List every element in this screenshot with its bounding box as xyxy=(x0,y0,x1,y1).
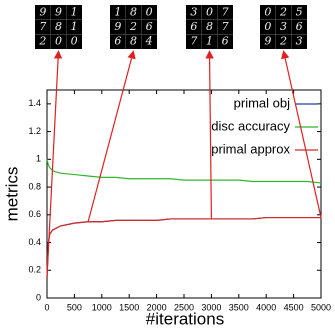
digit: 0 xyxy=(55,35,62,48)
digit: 6 xyxy=(296,20,303,33)
x-tick-label: 1000 xyxy=(92,302,112,312)
digit: 9 xyxy=(114,20,121,33)
digit: 1 xyxy=(114,5,121,18)
digit: 6 xyxy=(146,20,153,33)
digit: 9 xyxy=(55,5,62,18)
digit: 9 xyxy=(39,5,46,18)
digit: 6 xyxy=(190,20,197,33)
digit: 7 xyxy=(190,35,197,48)
digit: 8 xyxy=(130,5,137,18)
y-tick-label: 0.2 xyxy=(28,265,41,275)
arrow xyxy=(210,51,212,219)
digit: 3 xyxy=(190,5,197,18)
arrow xyxy=(88,51,133,222)
y-tick-label: 1 xyxy=(36,154,41,164)
x-tick-label: 500 xyxy=(67,302,82,312)
legend-label: disc accuracy xyxy=(211,118,290,133)
digit: 4 xyxy=(145,35,153,48)
digit: 2 xyxy=(279,35,287,48)
y-tick-label: 1.4 xyxy=(28,98,41,108)
x-tick-label: 2500 xyxy=(174,302,194,312)
digit: 7 xyxy=(39,20,46,33)
x-tick-label: 3000 xyxy=(201,302,221,312)
digit: 0 xyxy=(264,5,271,18)
x-tick-label: 5000 xyxy=(311,302,331,312)
x-tick-label: 3500 xyxy=(229,302,249,312)
y-tick-label: 1.2 xyxy=(28,126,41,136)
digit: 2 xyxy=(129,20,137,33)
arrow xyxy=(284,51,322,218)
digit: 3 xyxy=(280,20,287,33)
series-line xyxy=(47,218,321,278)
legend-label: primal obj xyxy=(234,95,290,110)
digit: 5 xyxy=(296,5,303,18)
series-line xyxy=(47,159,321,183)
digit: 0 xyxy=(146,5,153,18)
digit: 0 xyxy=(264,20,271,33)
x-tick-label: 4500 xyxy=(284,302,304,312)
digit: 1 xyxy=(71,5,78,18)
digit: 3 xyxy=(296,35,303,48)
y-tick-label: 0.6 xyxy=(28,209,41,219)
digit: 1 xyxy=(206,35,213,48)
y-tick-label: 0 xyxy=(36,292,41,302)
digit: 8 xyxy=(130,35,137,48)
digit: 6 xyxy=(114,35,121,48)
x-tick-label: 4000 xyxy=(256,302,276,312)
digit: 9 xyxy=(264,35,271,48)
series-line xyxy=(47,218,321,278)
digit: 8 xyxy=(55,20,62,33)
digit: 2 xyxy=(279,5,287,18)
y-tick-label: 0.8 xyxy=(28,181,41,191)
digit: 2 xyxy=(38,35,46,48)
y-axis-label: metrics xyxy=(2,167,21,222)
digit: 0 xyxy=(206,5,213,18)
y-tick-label: 0.4 xyxy=(28,237,41,247)
x-tick-label: 2000 xyxy=(147,302,167,312)
legend-label: primal approx xyxy=(211,141,290,156)
digit: 6 xyxy=(222,35,229,48)
digit: 7 xyxy=(222,20,229,33)
chart: #iterations metrics 00.20.40.60.811.21.4… xyxy=(0,0,335,330)
digit: 1 xyxy=(71,20,78,33)
digit: 0 xyxy=(71,35,78,48)
digit: 7 xyxy=(222,5,229,18)
x-tick-label: 1500 xyxy=(119,302,139,312)
digit: 8 xyxy=(206,20,213,33)
x-tick-label: 0 xyxy=(44,302,49,312)
